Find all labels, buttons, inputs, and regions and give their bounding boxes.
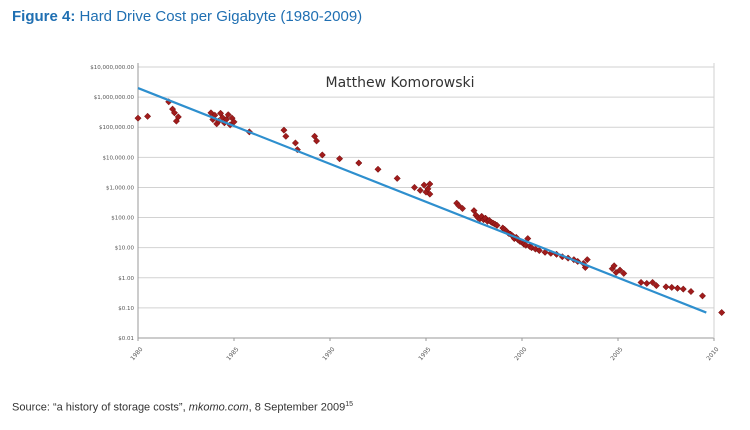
x-tick-label: 1985 [225,346,240,362]
y-tick-label: $100.00 [111,216,134,222]
source-prefix: Source: “a history of storage costs”, [12,401,189,414]
data-point [174,113,182,121]
chart-axes [137,63,715,341]
y-tick-label: $0.10 [118,306,134,312]
figure-title-text: Hard Drive Cost per Gigabyte (1980-2009) [79,8,363,25]
data-point [687,287,695,296]
data-point [336,155,344,163]
data-point [374,165,382,173]
data-point [649,278,657,286]
data-point [416,186,424,194]
data-point [144,112,152,120]
y-tick-label: $10,000,000.00 [90,65,134,71]
data-point [291,139,299,147]
data-point [668,283,676,291]
figure-label: Figure 4: [12,8,76,25]
x-tick-label: 1980 [129,346,144,362]
x-tick-label: 1990 [321,346,336,362]
data-point [643,279,651,287]
data-point [455,202,463,210]
trendline-group [137,87,707,314]
data-point [673,284,682,292]
source-suffix: , 8 September 2009 [248,401,346,414]
y-tick-label: $10.00 [115,246,135,252]
source-caption: Source: “a history of storage costs”, mk… [12,401,353,414]
data-point [541,248,549,256]
x-tick-label: 1995 [417,346,432,362]
source-footnote: 15 [345,401,354,408]
x-tick-label: 2010 [705,346,720,362]
y-tick-label: $1.00 [118,276,134,282]
y-tick-label: $1,000.00 [106,185,134,191]
data-point [616,266,624,274]
data-point [224,111,232,119]
data-point [426,180,434,188]
data-point [458,204,467,213]
y-tick-label: $1,000,000.00 [94,95,135,101]
data-point [313,137,321,145]
x-tick-label: 2005 [609,346,624,362]
data-point [318,151,326,159]
x-tick-labels: 1980 1985 1990 1995 2000 2005 2010 [129,346,720,362]
data-point [583,256,591,264]
y-tick-label: $100,000.00 [99,125,134,131]
data-point [637,278,645,286]
data-point [355,159,363,167]
source-site: mkomo.com [188,401,249,414]
y-tick-label: $10,000.00 [103,155,135,161]
data-point [393,174,401,182]
data-point [282,132,290,140]
data-point [652,282,660,290]
chart-gridlines [138,66,714,339]
data-point [698,292,707,300]
x-tick-label: 2000 [513,346,528,362]
data-point [280,126,288,134]
data-point [531,245,539,253]
y-tick-labels: $0.01 $0.10 $1.00 $10.00 $100.00 $1,000.00 $10… [90,65,134,342]
data-point [134,114,142,122]
data-point [410,183,419,191]
data-point [426,190,434,198]
data-point [662,283,670,291]
data-point [493,221,501,229]
data-point [718,308,726,317]
data-point [679,285,687,293]
data-point [420,181,428,189]
data-point [170,109,179,117]
data-point [620,269,628,277]
data-point [610,262,618,270]
trendline [137,87,707,314]
y-tick-label: $0.01 [118,336,134,342]
figure-title: Figure 4: Hard Drive Cost per Gigabyte (… [12,8,362,25]
data-point [535,247,543,255]
chart-title: Matthew Komorowski [325,75,474,91]
data-point [528,244,536,252]
data-points [134,98,726,317]
